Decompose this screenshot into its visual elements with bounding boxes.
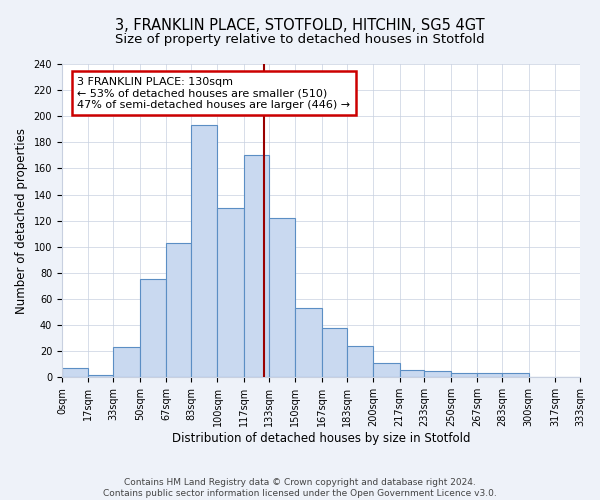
Bar: [451, 374, 478, 378]
Bar: [113, 348, 140, 378]
Bar: [347, 346, 373, 378]
Y-axis label: Number of detached properties: Number of detached properties: [15, 128, 28, 314]
Text: Contains HM Land Registry data © Crown copyright and database right 2024.
Contai: Contains HM Land Registry data © Crown c…: [103, 478, 497, 498]
Text: Size of property relative to detached houses in Stotfold: Size of property relative to detached ho…: [115, 32, 485, 46]
Bar: [424, 371, 451, 378]
Bar: [140, 280, 166, 378]
Bar: [295, 308, 322, 378]
Bar: [478, 374, 502, 378]
Bar: [166, 243, 191, 378]
X-axis label: Distribution of detached houses by size in Stotfold: Distribution of detached houses by size …: [172, 432, 470, 445]
Bar: [373, 363, 400, 378]
Text: 3, FRANKLIN PLACE, STOTFOLD, HITCHIN, SG5 4GT: 3, FRANKLIN PLACE, STOTFOLD, HITCHIN, SG…: [115, 18, 485, 32]
Bar: [88, 374, 113, 378]
Bar: [62, 368, 88, 378]
Bar: [244, 156, 269, 378]
Bar: [269, 218, 295, 378]
Bar: [322, 328, 347, 378]
Text: 3 FRANKLIN PLACE: 130sqm
← 53% of detached houses are smaller (510)
47% of semi-: 3 FRANKLIN PLACE: 130sqm ← 53% of detach…: [77, 76, 350, 110]
Bar: [191, 126, 217, 378]
Bar: [217, 208, 244, 378]
Bar: [502, 374, 529, 378]
Bar: [400, 370, 424, 378]
